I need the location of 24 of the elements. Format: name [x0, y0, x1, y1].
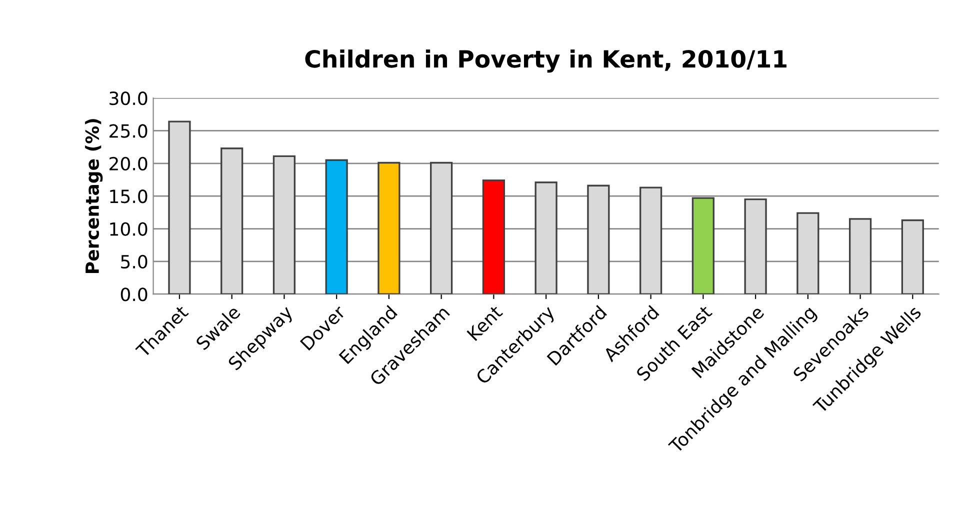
bar	[692, 197, 714, 294]
y-tick-label: 25.0	[110, 124, 148, 138]
bar	[430, 162, 453, 294]
y-tick-label: 0.0	[120, 288, 148, 302]
y-tick-label: 5.0	[121, 254, 148, 269]
bar	[639, 186, 662, 294]
y-tick-label: 15.0	[110, 190, 148, 204]
bar	[378, 162, 400, 294]
bar	[168, 120, 191, 294]
bar	[482, 180, 505, 294]
bar	[744, 198, 767, 294]
bar	[796, 212, 820, 294]
y-axis-title: Percentage (%)	[85, 119, 103, 273]
bar	[534, 182, 558, 294]
bar	[901, 219, 924, 294]
bar	[272, 155, 296, 294]
bar	[220, 148, 244, 294]
bar	[587, 184, 610, 294]
bar	[325, 159, 348, 294]
chart-title: Children in Poverty in Kent, 2010/11	[305, 50, 786, 73]
y-tick-label: 10.0	[110, 222, 148, 236]
y-tick-label: 30.0	[110, 92, 148, 106]
y-tick-label: 20.0	[110, 156, 148, 171]
bar	[848, 218, 872, 294]
